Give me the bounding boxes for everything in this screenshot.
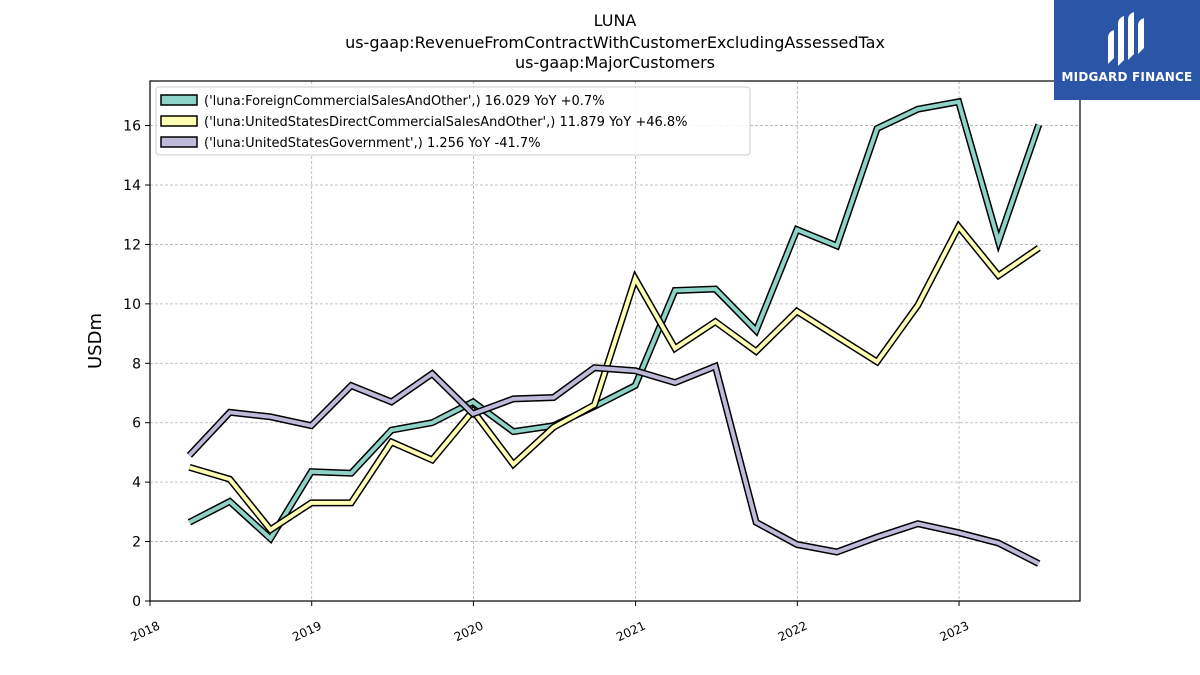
y-axis: 0 2 4 6 8 10 12 14 16 — [123, 119, 150, 610]
x-tick-label: 2019 — [290, 619, 324, 645]
brand-logo: MIDGARD FINANCE — [1054, 0, 1200, 100]
legend-swatch — [160, 115, 198, 127]
plot-frame — [149, 80, 1081, 602]
legend-label: ('luna:ForeignCommercialSalesAndOther',)… — [204, 94, 605, 109]
series-line-outline — [188, 220, 1041, 535]
y-tick-label: 12 — [123, 237, 141, 253]
legend-item: ('luna:UnitedStatesGovernment',) 1.256 Y… — [160, 136, 541, 151]
series-lines — [186, 97, 1043, 567]
brand-name: MIDGARD FINANCE — [1061, 70, 1193, 84]
x-tick-label: 2021 — [614, 619, 648, 645]
legend-swatch — [160, 136, 198, 148]
chart-title: LUNA us-gaap:RevenueFromContractWithCust… — [345, 11, 885, 72]
y-tick-label: 0 — [132, 594, 141, 610]
series-line — [188, 99, 1041, 542]
logo-mark-icon — [1108, 12, 1144, 66]
y-tick-label: 2 — [132, 535, 141, 551]
x-tick-label: 2018 — [129, 619, 163, 645]
chart-title-line-2: us-gaap:RevenueFromContractWithCustomerE… — [345, 33, 885, 52]
series-2 — [188, 220, 1041, 535]
legend-label: ('luna:UnitedStatesDirectCommercialSales… — [204, 115, 688, 130]
legend-item: ('luna:UnitedStatesDirectCommercialSales… — [160, 115, 688, 130]
x-tick-label: 2023 — [938, 619, 972, 645]
y-tick-label: 14 — [123, 178, 141, 194]
y-tick-label: 8 — [132, 356, 141, 372]
x-tick-label: 2022 — [776, 619, 810, 645]
y-axis-label: USDm — [85, 313, 106, 369]
x-axis: 2018 2019 2020 2021 2022 2023 — [129, 601, 972, 645]
legend-label: ('luna:UnitedStatesGovernment',) 1.256 Y… — [204, 136, 541, 151]
legend-item: ('luna:ForeignCommercialSalesAndOther',)… — [160, 94, 605, 109]
y-tick-label: 6 — [132, 416, 141, 432]
legend-box — [155, 86, 751, 156]
y-tick-label: 16 — [123, 119, 141, 135]
series-3 — [186, 361, 1041, 567]
series-1 — [187, 97, 1043, 545]
y-tick-label: 10 — [123, 297, 141, 313]
chart-title-line-3: us-gaap:MajorCustomers — [515, 53, 715, 72]
legend-swatch — [160, 94, 198, 106]
chart-title-line-1: LUNA — [594, 11, 637, 30]
series-line — [187, 363, 1040, 566]
x-tick-label: 2020 — [452, 619, 486, 645]
y-tick-label: 4 — [132, 475, 141, 491]
series-line — [188, 222, 1040, 533]
legend: ('luna:ForeignCommercialSalesAndOther',)… — [155, 86, 751, 156]
